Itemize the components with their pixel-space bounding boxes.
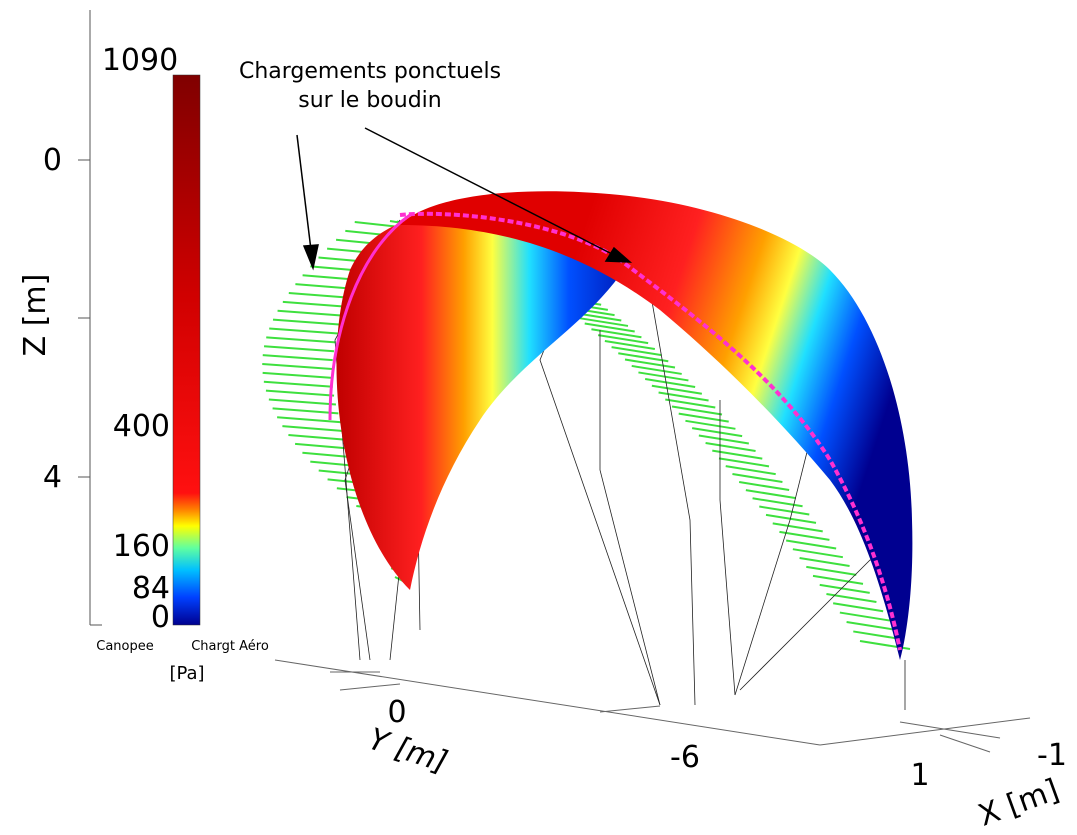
colorbar-tick-label: 84: [132, 571, 170, 606]
load-vector: [812, 574, 864, 585]
load-vector: [624, 358, 676, 369]
load-vector: [765, 513, 817, 524]
x-axis-label: X [m]: [974, 772, 1064, 831]
colorbar-tick-label: 0: [151, 600, 170, 635]
x-tick-label: 1: [910, 758, 929, 793]
load-vector: [772, 522, 823, 533]
colorbar-caption: Canopee: [96, 639, 153, 654]
load-vector: [618, 352, 669, 363]
load-vector: [839, 611, 891, 622]
leading-edge-left: [328, 213, 411, 421]
load-vector: [718, 457, 770, 468]
z-axis: [78, 10, 102, 626]
load-vector: [725, 465, 776, 476]
annotation-arrows: [296, 127, 633, 271]
load-vector: [354, 221, 401, 228]
load-vector: [658, 391, 709, 402]
load-vector: [832, 602, 884, 613]
colorbar-tick-label: 1090: [102, 43, 178, 78]
z-axis-label: Z [m]: [18, 274, 53, 357]
load-vector: [263, 380, 333, 388]
colorbar-tick-label: 400: [113, 409, 170, 444]
load-vector: [691, 427, 743, 438]
leading-edge: [399, 211, 902, 651]
load-vector: [272, 318, 342, 326]
load-vector: [631, 364, 682, 375]
load-vector: [712, 449, 763, 460]
annotation: Chargements ponctuels: [239, 59, 501, 84]
load-vector: [779, 530, 830, 541]
colorbar-caption: Chargt Aéro: [191, 639, 269, 654]
canopy-right: [400, 191, 913, 660]
load-vector: [799, 557, 850, 567]
load-vector: [826, 593, 877, 604]
ground-axes: [274, 659, 1031, 753]
load-vector: [262, 363, 333, 370]
y-axis-label: Y [m]: [364, 722, 451, 780]
load-vector: [685, 419, 736, 430]
load-vector: [263, 345, 335, 353]
load-vector: [752, 497, 803, 508]
load-vector: [268, 398, 337, 406]
colorbar-tick-label: 160: [113, 529, 170, 564]
load-vector: [671, 405, 723, 416]
load-vector: [806, 565, 857, 576]
load-vector: [611, 346, 662, 357]
load-vector: [638, 371, 689, 382]
load-vector: [651, 384, 703, 395]
load-vector: [738, 481, 790, 492]
load-vector: [665, 398, 716, 409]
y-tick-label: -6: [670, 740, 700, 775]
load-vector: [597, 334, 649, 345]
load-vector: [288, 434, 350, 441]
load-vector: [282, 300, 349, 308]
load-vector: [295, 442, 354, 450]
load-vector: [265, 389, 335, 397]
load-vector: [262, 354, 333, 362]
load-vector: [288, 292, 354, 299]
y-tick-label: 0: [387, 695, 406, 730]
annotation: sur le boudin: [298, 88, 441, 113]
load-vector: [846, 620, 897, 631]
load-vector: [745, 489, 797, 500]
load-vector: [262, 371, 333, 379]
load-vector: [584, 322, 635, 333]
load-vector: [269, 327, 339, 335]
colorbar: [172, 74, 201, 626]
x-tick-label: -1: [1037, 738, 1067, 773]
load-vector: [277, 309, 345, 317]
load-vector: [644, 378, 696, 389]
load-vector: [819, 583, 870, 594]
load-vector: [792, 548, 844, 559]
load-vector: [698, 434, 750, 445]
load-vector: [282, 425, 346, 433]
colorbar-unit: [Pa]: [169, 663, 204, 684]
load-vector: [266, 336, 336, 344]
load-vector: [705, 442, 756, 453]
load-vector: [577, 316, 629, 327]
canopy-left: [336, 214, 620, 590]
load-vector: [759, 505, 810, 516]
load-vector: [277, 416, 342, 424]
load-vector: [604, 340, 656, 351]
z-tick-label: 4: [43, 460, 62, 495]
load-vector: [785, 539, 837, 550]
load-vector: [732, 473, 783, 484]
z-tick-label: 0: [43, 143, 62, 178]
load-vector: [272, 407, 339, 415]
